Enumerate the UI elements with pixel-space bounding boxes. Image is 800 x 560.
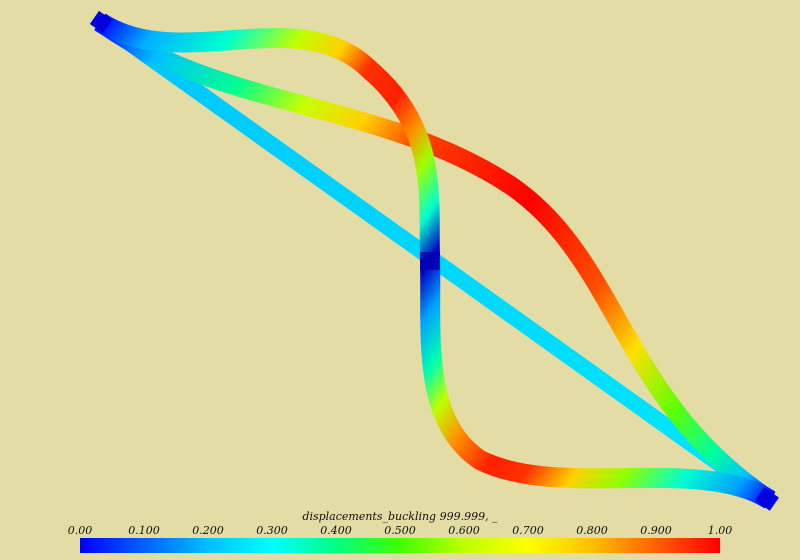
colorbar-tick-label: 0.800: [576, 524, 608, 537]
buckled-shape-mode-1-upper: [94, 13, 440, 261]
colorbar-tick-label: 0.00: [67, 524, 93, 537]
colorbar-tick-label: 0.100: [128, 524, 160, 537]
colorbar-tick-label: 0.300: [256, 524, 288, 537]
colorbar-tick-label: 0.600: [448, 524, 480, 537]
colorbar-tick-label: 0.700: [512, 524, 544, 537]
colorbar: [80, 538, 720, 553]
colorbar-tick-label: 1.00: [707, 524, 733, 537]
colorbar-tick-label: 0.500: [384, 524, 416, 537]
colorbar-tick-label: 0.400: [320, 524, 352, 537]
buckled-shape-mode-2: [94, 14, 776, 508]
colorbar-tick-label: 0.200: [192, 524, 224, 537]
colorbar-title: displacements_buckling 999.999, _: [302, 510, 498, 523]
support-node-right: [755, 487, 779, 511]
crossing-node: [420, 252, 440, 270]
colorbar-tick-label: 0.900: [640, 524, 672, 537]
support-node-left: [89, 10, 113, 34]
buckled-shape-mode-1-lower: [420, 259, 776, 509]
